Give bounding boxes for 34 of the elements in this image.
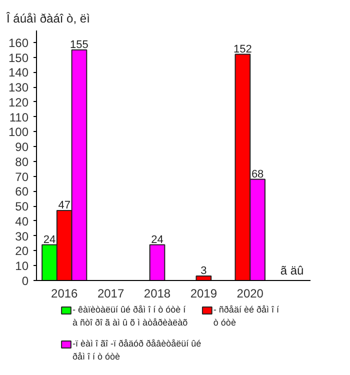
y-tick-label: 20: [15, 244, 29, 258]
y-tick-label: 140: [8, 66, 29, 80]
y-tick-label: 160: [8, 36, 29, 50]
y-tick-label: 120: [8, 95, 29, 110]
y-tick-label: 10: [15, 259, 29, 274]
y-tick-label: 80: [15, 154, 29, 169]
data-label: 24: [151, 234, 164, 246]
y-tick-label: 100: [8, 125, 29, 140]
y-tick-label: 50: [15, 200, 29, 214]
x-axis-title: ã äû: [280, 264, 304, 278]
x-tick-label: 2019: [190, 286, 218, 300]
x-tick-label: 2017: [97, 286, 124, 300]
data-label: 24: [43, 234, 56, 246]
data-label: 3: [200, 265, 207, 278]
y-tick-label: 150: [8, 50, 29, 65]
y-tick-label: 0: [22, 274, 29, 288]
y-axis-title: Î áúåì ðàáî ò, ëì: [6, 12, 90, 26]
y-tick-label: 30: [15, 229, 29, 244]
legend-label: - êàïèòàëüí ûé ðåì î í ò óòè í à ñòî ðî ã àì û õ ì àòåðèàëàõ: [72, 304, 188, 328]
x-tick-label: 2020: [236, 286, 264, 300]
y-tick-label: 60: [15, 184, 29, 199]
legend-label: - ñðåäí èé ðåì î í ò óòè: [213, 304, 280, 328]
data-label: 152: [234, 43, 252, 56]
x-tick-label: 2016: [51, 286, 78, 300]
data-label: 68: [251, 168, 264, 180]
data-label: 47: [58, 200, 70, 212]
y-tick-label: 70: [15, 170, 29, 184]
x-tick-label: 2018: [144, 286, 171, 300]
legend-label: -ï èàì î ãî -ï ðåäóð ðåâèòåëüí ûé ðåì î í ò óòè: [72, 338, 202, 362]
data-label: 155: [70, 38, 88, 51]
y-tick-label: 90: [15, 140, 29, 154]
y-tick-label: 130: [8, 80, 29, 95]
y-tick-label: 40: [15, 214, 29, 228]
y-tick-label: 110: [9, 110, 29, 124]
